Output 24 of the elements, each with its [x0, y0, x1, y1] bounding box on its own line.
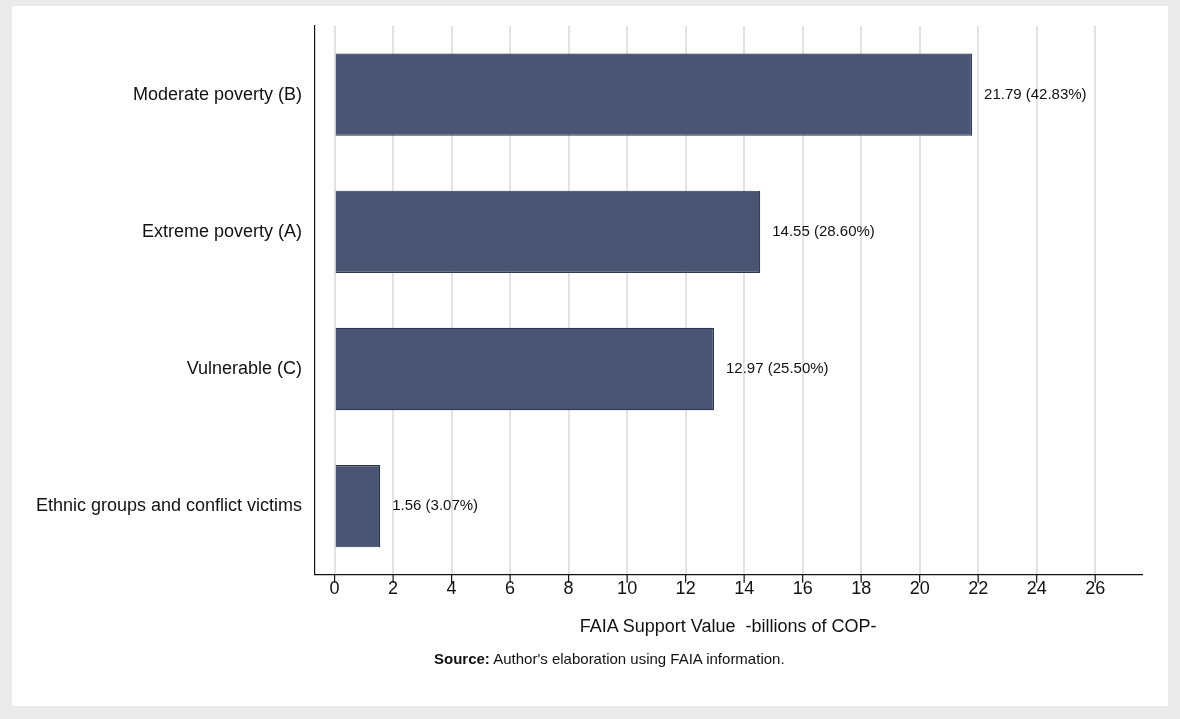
- x-tick-label: 6: [505, 577, 516, 598]
- x-tick-label: 18: [851, 577, 872, 598]
- x-tick-label: 10: [617, 577, 638, 598]
- data-label: 12.97 (25.50%): [726, 359, 829, 377]
- x-tick-label: 26: [1085, 577, 1106, 598]
- data-label: 14.55 (28.60%): [772, 221, 875, 239]
- y-tick-label: Extreme poverty (A): [142, 220, 303, 241]
- data-label: 1.56 (3.07%): [392, 496, 479, 514]
- x-axis-title: FAIA Support Value -billions of COP-: [579, 616, 877, 637]
- x-tick-label: 8: [563, 577, 574, 598]
- x-tick-label: 22: [968, 577, 989, 598]
- x-tick-label: 0: [329, 577, 340, 598]
- x-tick-label: 24: [1026, 577, 1047, 598]
- x-tick-label: 14: [734, 577, 755, 598]
- y-tick-label: Moderate poverty (B): [133, 83, 303, 104]
- source-note: Source: Author's elaboration using FAIA information.: [434, 650, 785, 667]
- x-tick-label: 20: [909, 577, 930, 598]
- y-tick-label: Ethnic groups and conflict victims: [35, 495, 303, 516]
- data-label: 21.79 (42.83%): [984, 84, 1087, 102]
- x-tick-label: 16: [792, 577, 813, 598]
- x-tick-label: 12: [675, 577, 696, 598]
- x-tick-label: 4: [446, 577, 457, 598]
- y-tick-label: Vulnerable (C): [186, 357, 303, 378]
- x-tick-label: 2: [388, 577, 399, 598]
